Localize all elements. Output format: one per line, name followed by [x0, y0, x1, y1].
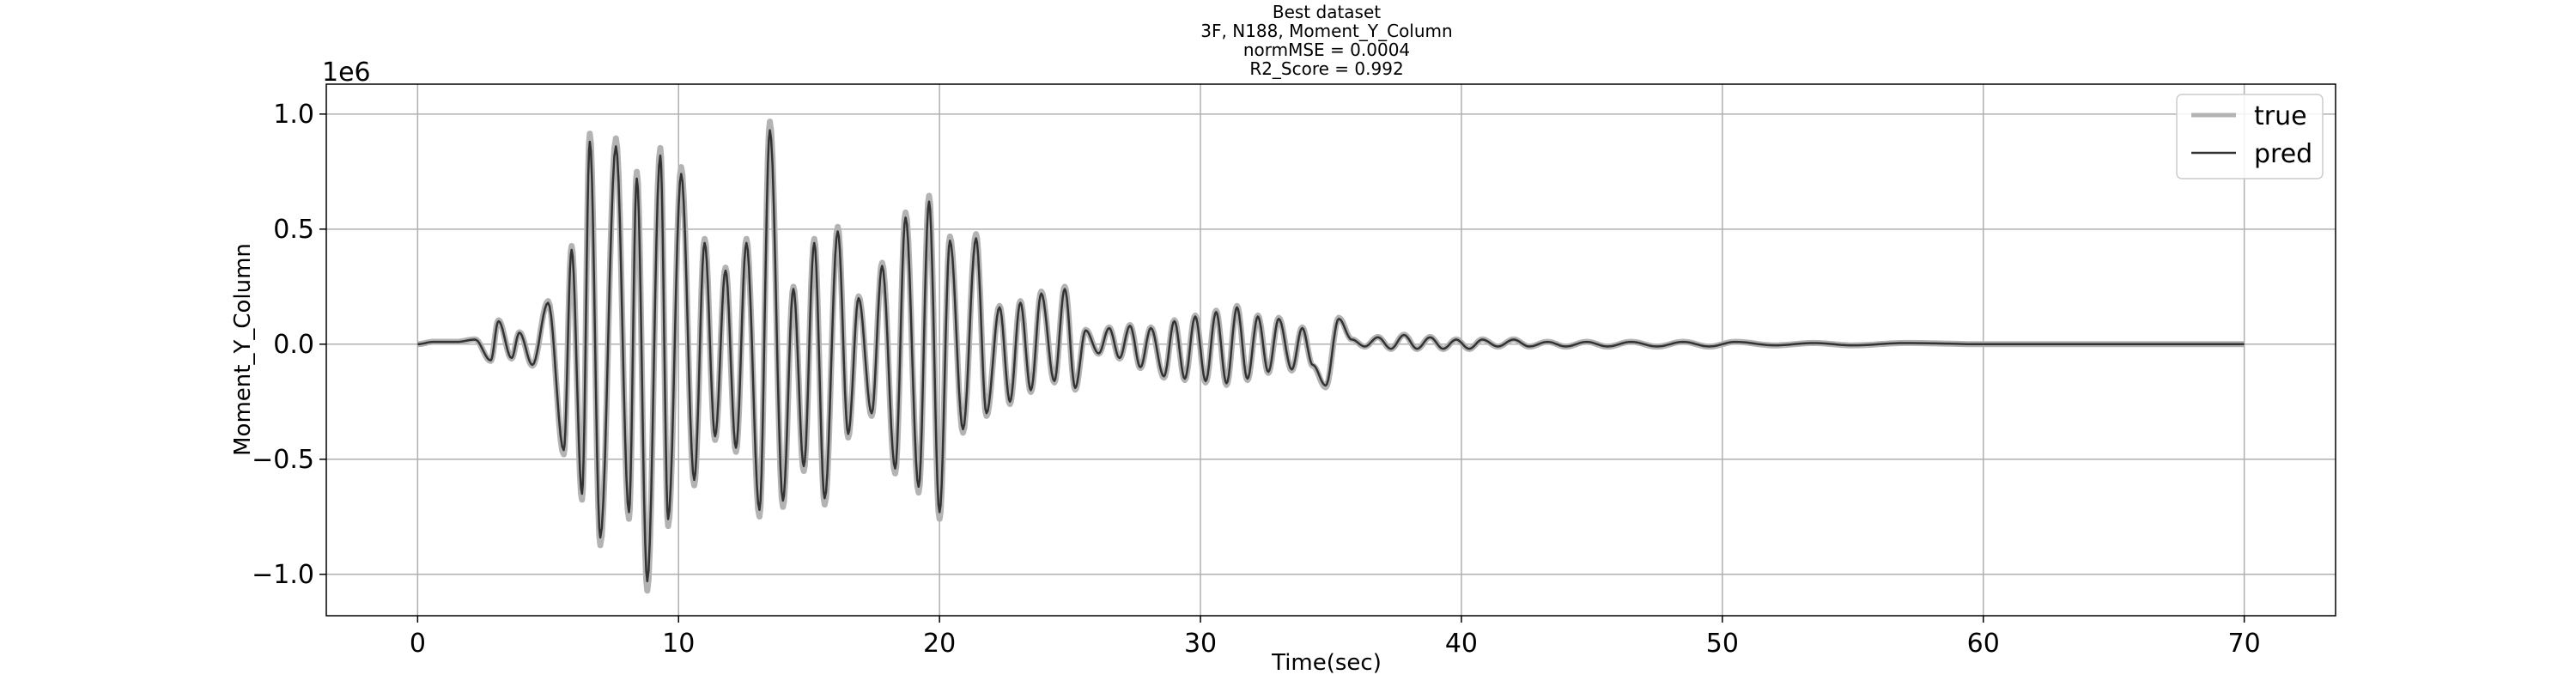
x-axis-label: Time(sec) [1271, 650, 1382, 676]
plot-series [416, 119, 2245, 594]
series-line-pred [417, 129, 2245, 583]
y-ticks: 1.0 0.5 0.0 −0.5 −1.0 [252, 100, 326, 590]
legend-label-true: true [2254, 101, 2307, 131]
x-tick-label: 70 [2228, 629, 2261, 659]
x-tick-label: 20 [923, 629, 956, 659]
y-tick-label: 0.5 [273, 215, 314, 245]
y-tick-label: 0.0 [273, 330, 314, 360]
y-tick-label: 1.0 [273, 100, 314, 130]
grid [326, 84, 2336, 616]
y-tick-label: −1.0 [252, 560, 314, 590]
y-offset-label: 1e6 [322, 58, 371, 88]
y-axis-label: Moment_Y_Column [230, 243, 256, 456]
legend-label-pred: pred [2254, 139, 2312, 169]
y-tick-label: −0.5 [252, 445, 314, 475]
x-tick-label: 10 [662, 629, 695, 659]
title-line-1: Best dataset [1273, 2, 1381, 22]
x-tick-label: 40 [1445, 629, 1478, 659]
x-tick-label: 60 [1967, 629, 2000, 659]
legend: true pred [2176, 94, 2324, 179]
chart-title: Best dataset 3F, N188, Moment_Y_Column n… [1200, 2, 1452, 79]
plot-frame [325, 83, 2336, 617]
x-ticks: 0 10 20 30 40 50 60 70 [410, 616, 2261, 659]
x-tick-label: 50 [1706, 629, 1739, 659]
x-tick-label: 30 [1184, 629, 1217, 659]
title-line-2: 3F, N188, Moment_Y_Column [1200, 21, 1452, 41]
x-tick-label: 0 [410, 629, 426, 659]
title-line-4: R2_Score = 0.992 [1249, 58, 1403, 79]
title-line-3: normMSE = 0.0004 [1243, 40, 1410, 60]
